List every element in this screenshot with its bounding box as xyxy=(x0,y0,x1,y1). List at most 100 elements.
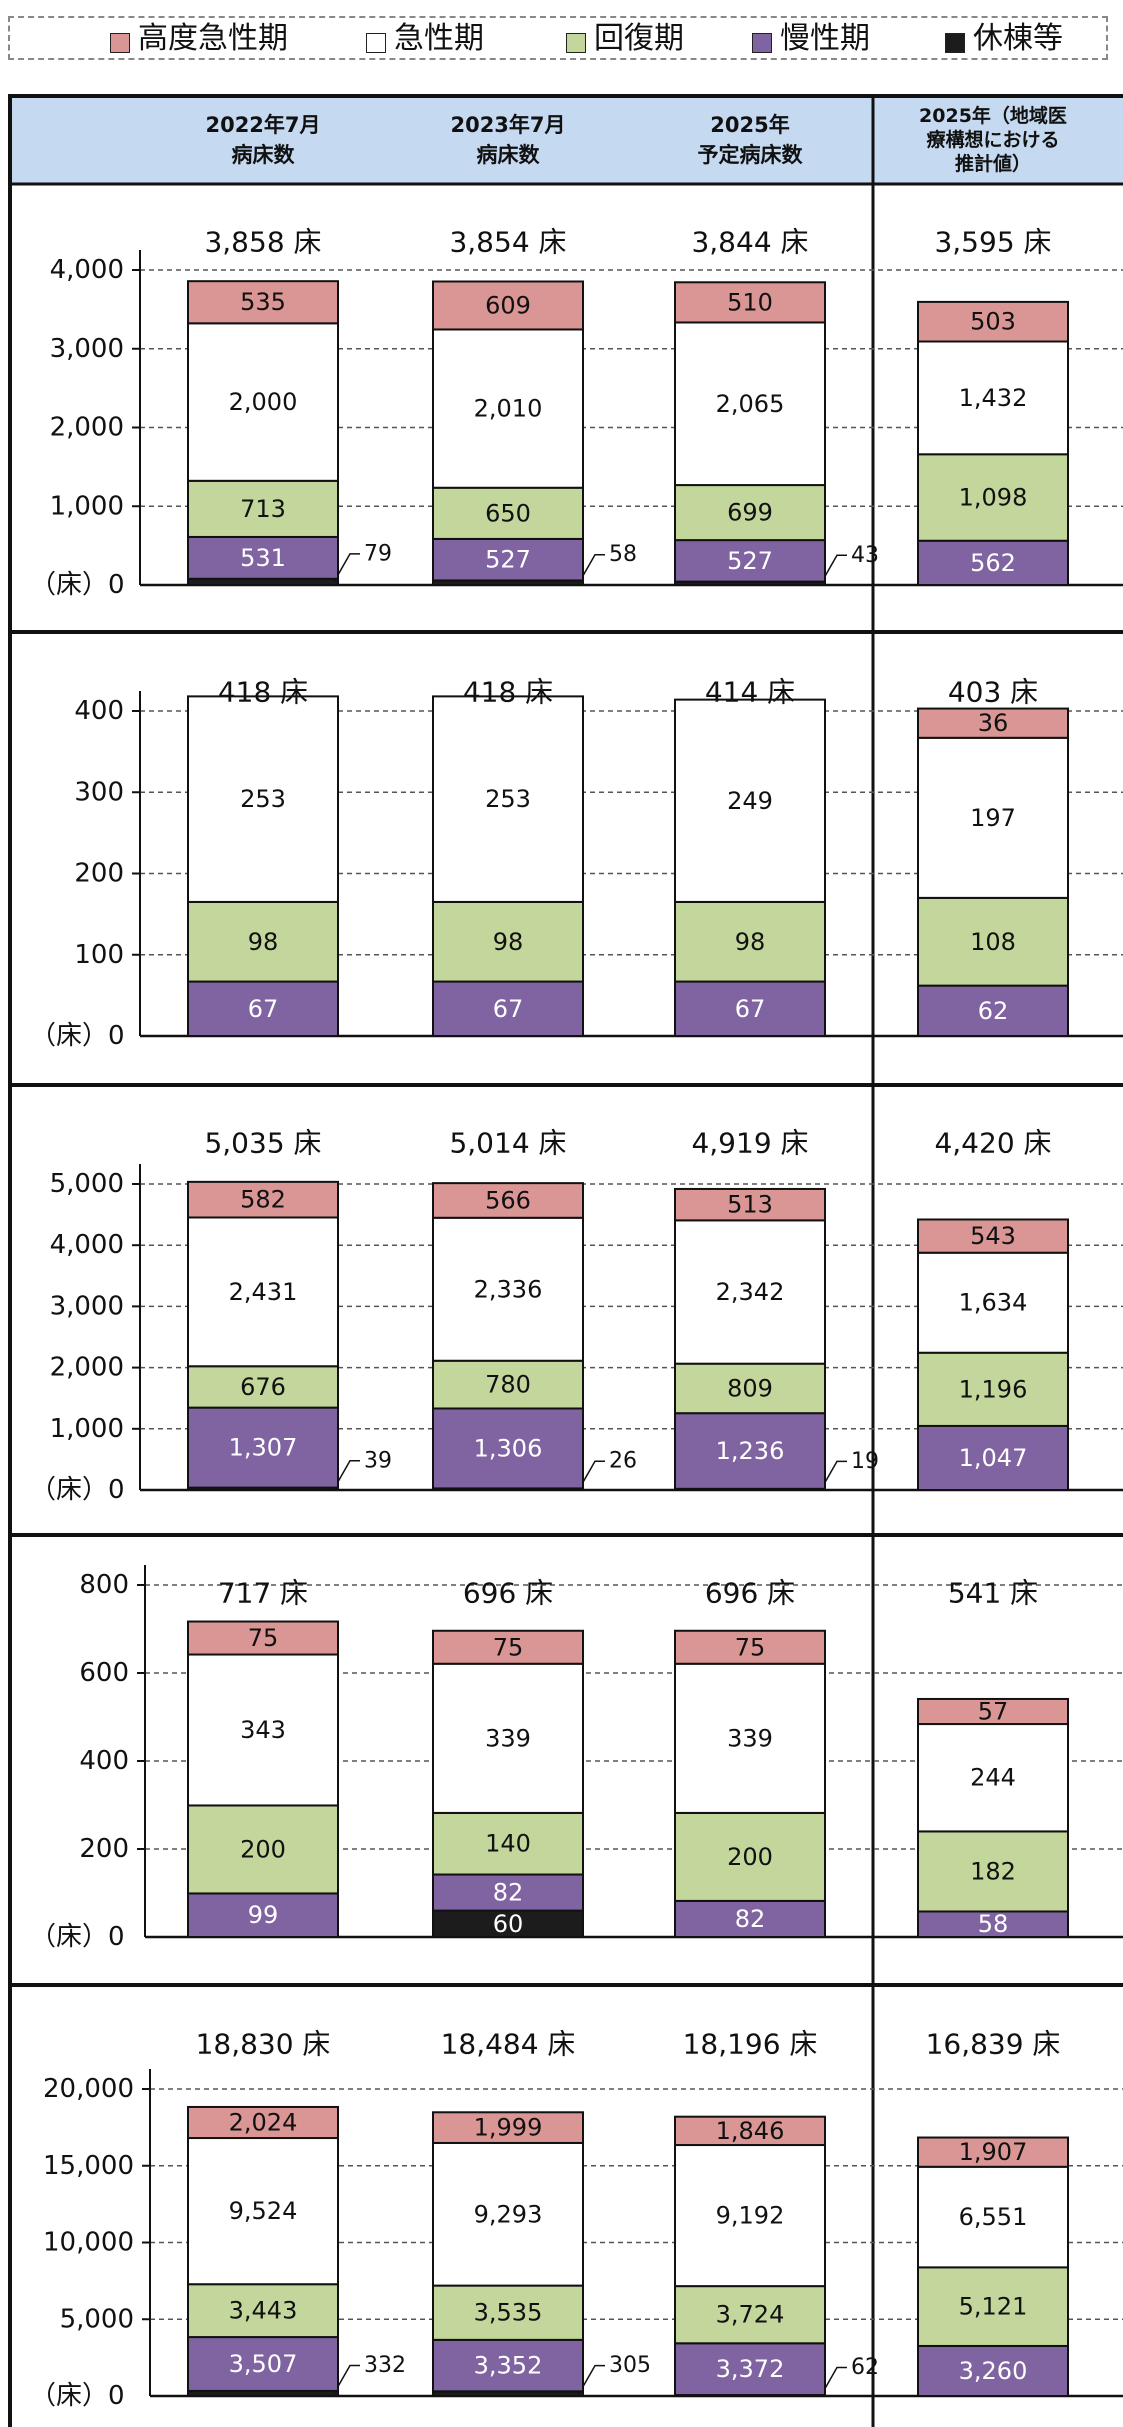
bar-segment xyxy=(432,2111,584,2144)
bar-segment xyxy=(674,698,826,903)
bar-value-label: 5,121 xyxy=(959,2293,1028,2321)
bar-value-label: 809 xyxy=(727,1374,773,1402)
legend-swatch xyxy=(945,33,965,53)
y-tick-label: 400 xyxy=(74,696,124,726)
bar-segment xyxy=(432,1182,584,1219)
bar-segment xyxy=(432,1629,584,1665)
bar-total-label: 18,196 床 xyxy=(683,2028,818,2061)
bar-segment xyxy=(187,2283,339,2339)
bar-value-label: 3,372 xyxy=(716,2355,785,2383)
bar-total-label: 3,858 床 xyxy=(204,226,321,259)
bar-value-label: 98 xyxy=(493,928,524,956)
bar-segment xyxy=(917,896,1069,987)
bar-segment xyxy=(917,1697,1069,1726)
leader-line xyxy=(333,1460,360,1490)
bar-value-label: 182 xyxy=(970,1857,1016,1885)
bar-value-label: 62 xyxy=(978,997,1009,1025)
legend-label: 慢性期 xyxy=(780,21,870,56)
bar-segment xyxy=(187,2105,339,2140)
bar-value-label: 1,999 xyxy=(474,2114,543,2142)
y-tick-label: 200 xyxy=(79,1834,129,1864)
bar-segment xyxy=(917,736,1069,899)
y-tick-label: 2,000 xyxy=(50,1353,124,1383)
bar-value-label: 75 xyxy=(735,1633,766,1661)
bar-value-label: 43 xyxy=(851,543,879,568)
chart-panel-1: 4,000 3,000 2,000 1,000 （床）0 79 531 713 2,000 535… xyxy=(30,226,1123,600)
bar-total-label: 5,014 床 xyxy=(449,1127,566,1160)
bar-value-label: 780 xyxy=(485,1371,531,1399)
legend-label: 急性期 xyxy=(394,21,484,56)
bar-segment xyxy=(917,1251,1069,1354)
bar-value-label: 99 xyxy=(248,1901,279,1929)
bar-value-label: 6,551 xyxy=(959,2203,1028,2231)
bar-total-label: 3,595 床 xyxy=(934,226,1051,259)
bar-segment xyxy=(432,2284,584,2341)
bar-total-label: 16,839 床 xyxy=(926,2028,1061,2061)
bar-value-label: 75 xyxy=(248,1624,279,1652)
bar-value-label: 650 xyxy=(485,499,531,527)
bar-segment xyxy=(917,2165,1069,2269)
bar-value-label: 67 xyxy=(735,995,766,1023)
bar-segment xyxy=(917,1351,1069,1427)
header-label: 2025年 xyxy=(710,113,789,137)
bar-segment xyxy=(674,2342,826,2397)
bar-value-label: 582 xyxy=(240,1186,286,1214)
bar-segment xyxy=(187,1406,339,1489)
bar-total-label: 3,844 床 xyxy=(691,226,808,259)
bar-value-label: 57 xyxy=(978,1698,1009,1726)
bar-segment xyxy=(917,707,1069,739)
bar-total-label: 414 床 xyxy=(705,676,795,709)
bar-segment xyxy=(432,486,584,540)
legend-label: 高度急性期 xyxy=(138,21,288,56)
bar-value-label: 343 xyxy=(240,1716,286,1744)
y-tick-label: 800 xyxy=(79,1570,129,1600)
bar-value-label: 9,293 xyxy=(474,2200,543,2228)
y-tick-label: 3,000 xyxy=(50,334,124,364)
bar-value-label: 527 xyxy=(727,547,773,575)
bar-value-label: 535 xyxy=(240,288,286,316)
bar-value-label: 1,307 xyxy=(229,1434,298,1462)
bar-value-label: 1,047 xyxy=(959,1444,1028,1472)
bar-value-label: 67 xyxy=(248,995,279,1023)
bar-value-label: 98 xyxy=(735,928,766,956)
bar-value-label: 1,846 xyxy=(716,2117,785,2145)
bar-segment xyxy=(674,1629,826,1665)
bar-segment xyxy=(432,1407,584,1490)
bar-value-label: 60 xyxy=(493,1910,524,1938)
bar-segment xyxy=(187,2137,339,2286)
bar-total-label: 418 床 xyxy=(218,676,308,709)
bar-segment xyxy=(432,2141,584,2287)
leader-line xyxy=(578,1460,605,1490)
bar-value-label: 244 xyxy=(970,1764,1016,1792)
bar-segment xyxy=(187,695,339,903)
bar-segment xyxy=(674,1412,826,1490)
bar-value-label: 3,535 xyxy=(474,2299,543,2327)
bar-value-label: 332 xyxy=(364,2353,406,2378)
bar-segment xyxy=(917,300,1069,343)
bar-total-label: 541 床 xyxy=(948,1577,1038,1610)
bar-value-label: 2,431 xyxy=(229,1278,298,1306)
bar-segment xyxy=(917,340,1069,456)
bar-segment xyxy=(432,328,584,489)
bar-value-label: 1,634 xyxy=(959,1289,1028,1317)
bar-value-label: 513 xyxy=(727,1191,773,1219)
header-label: 病床数 xyxy=(477,143,541,167)
bar-total-label: 18,484 床 xyxy=(441,2028,576,2061)
header-label: 予定病床数 xyxy=(698,143,804,167)
bar-segment xyxy=(917,1424,1069,1491)
bar-value-label: 3,352 xyxy=(474,2352,543,2380)
y-axis-zero-label: （床）0 xyxy=(30,1922,125,1952)
bar-value-label: 58 xyxy=(978,1910,1009,1938)
y-tick-label: 400 xyxy=(79,1746,129,1776)
bar-total-label: 4,919 床 xyxy=(691,1127,808,1160)
bar-segment xyxy=(432,1662,584,1814)
bar-segment xyxy=(674,2115,826,2147)
bar-value-label: 249 xyxy=(727,787,773,815)
bar-segment xyxy=(187,1892,339,1938)
bar-segment xyxy=(187,1620,339,1656)
leader-line xyxy=(578,2364,605,2395)
bar-value-label: 62 xyxy=(851,2355,879,2380)
y-tick-label: 5,000 xyxy=(60,2304,134,2334)
leader-line xyxy=(333,553,360,583)
